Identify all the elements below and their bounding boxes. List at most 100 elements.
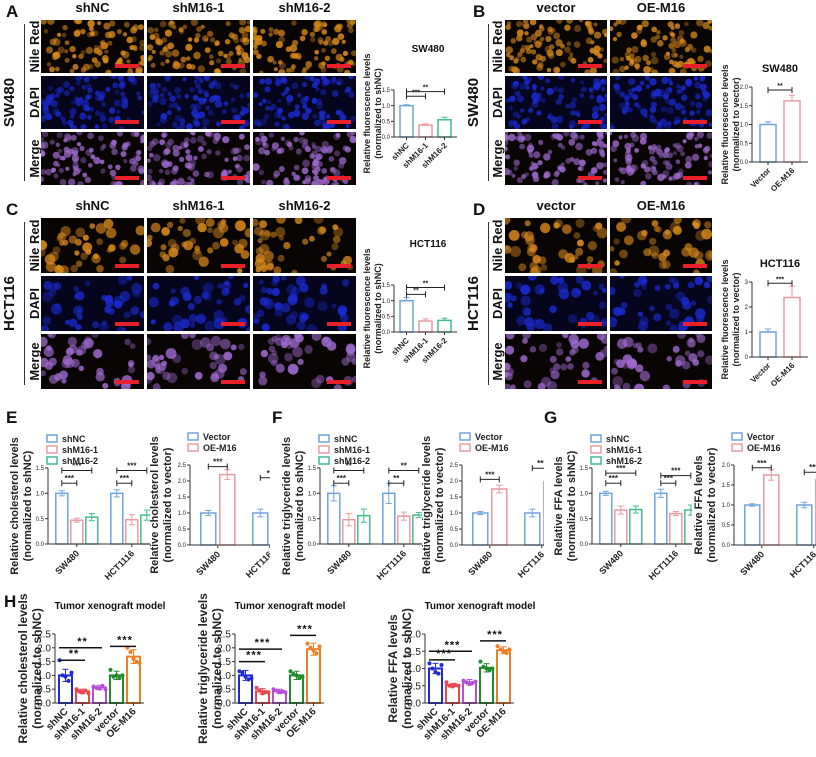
- svg-text:shNC: shNC: [334, 434, 358, 444]
- svg-text:0.0: 0.0: [217, 699, 231, 710]
- svg-text:***: ***: [537, 459, 544, 468]
- svg-text:(normalized to shNC): (normalized to shNC): [400, 608, 414, 729]
- svg-text:0.5: 0.5: [308, 517, 317, 523]
- svg-text:shM16-1: shM16-1: [606, 445, 642, 455]
- svg-text:(normalized to vector): (normalized to vector): [434, 447, 446, 562]
- svg-text:***: ***: [72, 462, 82, 471]
- cell-line-label: HCT116: [0, 275, 18, 331]
- svg-text:***: ***: [412, 89, 420, 96]
- scale-bar: [327, 176, 351, 180]
- chart-c-hct116-fluorescence: HCT116 Relative fluorescence levels (norma…: [362, 239, 457, 369]
- svg-text:2.5: 2.5: [450, 463, 459, 469]
- svg-text:1.5: 1.5: [740, 104, 749, 110]
- panel-label-e: E: [6, 408, 18, 427]
- svg-text:2: 2: [745, 305, 749, 311]
- scale-bar: [115, 264, 139, 268]
- svg-text:1.0: 1.0: [722, 503, 731, 509]
- svg-text:0.0: 0.0: [450, 543, 459, 549]
- scale-bar: [221, 322, 245, 326]
- micrograph-merge-shm16-1: [147, 132, 250, 185]
- svg-text:Relative triglyceride levels: Relative triglyceride levels: [421, 436, 433, 574]
- svg-text:Relative fluorescence levels: Relative fluorescence levels: [362, 53, 372, 173]
- micrograph-nile-red-shm16-1: [147, 20, 250, 73]
- scale-bar: [327, 264, 351, 268]
- scale-bar: [115, 64, 139, 68]
- scale-bar: [221, 380, 245, 384]
- svg-text:HCT1116: HCT1116: [647, 548, 681, 582]
- svg-text:**: **: [401, 462, 408, 471]
- micrograph-dapi-shm16-1: [147, 76, 250, 129]
- svg-text:1.5: 1.5: [722, 483, 731, 489]
- svg-text:0.0: 0.0: [407, 699, 421, 710]
- panel-label-c: C: [6, 200, 19, 219]
- svg-text:1.5: 1.5: [36, 466, 45, 472]
- column-label: shNC: [75, 198, 110, 213]
- chart-h-xenograft-ffa: Tumor xenograft model Relative FFA levels…: [386, 601, 536, 742]
- scale-bar: [683, 64, 707, 68]
- svg-text:1.0: 1.0: [382, 299, 391, 305]
- chart-h-xenograft-triglyceride: Tumor xenograft model Relative triglyceri…: [196, 593, 346, 744]
- svg-text:2.0: 2.0: [217, 643, 231, 654]
- column-label: shM16-1: [172, 0, 225, 15]
- scale-bar: [327, 322, 351, 326]
- column-label: OE-M16: [636, 198, 686, 213]
- stain-row-label: Merge: [26, 341, 42, 381]
- svg-text:(normalized to vector): (normalized to vector): [706, 447, 718, 562]
- svg-text:0.5: 0.5: [382, 314, 391, 320]
- svg-text:Relative cholesterol levels: Relative cholesterol levels: [149, 436, 161, 574]
- stain-row-label: Merge: [26, 138, 42, 178]
- svg-text:**: **: [423, 281, 429, 288]
- micrograph-nile-red-vector: [505, 218, 607, 273]
- svg-text:0.5: 0.5: [722, 523, 731, 529]
- svg-text:(normalized to vector): (normalized to vector): [731, 272, 741, 366]
- stain-row-label: DAPI: [489, 86, 505, 118]
- svg-text:1.5: 1.5: [37, 657, 51, 668]
- svg-text:1.5: 1.5: [178, 495, 187, 501]
- svg-text:0.5: 0.5: [382, 119, 391, 125]
- micrograph-merge-shm16-1: [147, 334, 250, 389]
- svg-text:SW480: SW480: [194, 549, 222, 577]
- svg-text:2.0: 2.0: [37, 643, 51, 654]
- micrograph-dapi-shm16-2: [253, 276, 356, 331]
- panel-label-d: D: [473, 200, 486, 219]
- svg-text:2.5: 2.5: [178, 463, 187, 469]
- svg-text:OE-M16: OE-M16: [747, 443, 781, 453]
- svg-text:***: ***: [255, 637, 271, 649]
- svg-text:1.5: 1.5: [217, 657, 231, 668]
- scale-bar: [327, 64, 351, 68]
- micrograph-merge-shnc: [41, 334, 144, 389]
- micrograph-dapi-shm16-1: [147, 276, 250, 331]
- micrograph-dapi-shnc: [41, 76, 144, 129]
- svg-text:shM16-2: shM16-2: [334, 456, 370, 466]
- scale-bar: [221, 120, 245, 124]
- svg-text:HCT116: HCT116: [244, 549, 270, 579]
- svg-text:OE-M16: OE-M16: [203, 443, 237, 453]
- stain-row-label: Merge: [489, 341, 505, 381]
- scale-bar: [683, 264, 707, 268]
- svg-text:0.0: 0.0: [382, 135, 391, 141]
- svg-text:**: **: [777, 83, 783, 90]
- svg-text:2.0: 2.0: [740, 85, 749, 91]
- svg-text:***: ***: [213, 458, 223, 467]
- svg-text:HCT116: HCT116: [760, 258, 800, 270]
- svg-text:***: ***: [246, 650, 262, 662]
- svg-text:shM16-2: shM16-2: [606, 456, 642, 466]
- svg-text:Tumor xenograft model: Tumor xenograft model: [55, 601, 166, 612]
- svg-text:shNC: shNC: [606, 434, 630, 444]
- svg-text:1.0: 1.0: [36, 491, 45, 497]
- svg-text:Tumor xenograft model: Tumor xenograft model: [425, 601, 536, 612]
- panel-label-f: F: [272, 408, 283, 427]
- svg-text:shM16-2: shM16-2: [62, 456, 98, 466]
- column-label: shM16-2: [278, 198, 331, 213]
- svg-text:2.0: 2.0: [407, 630, 421, 641]
- micrograph-merge-oe-m16: [610, 132, 712, 185]
- svg-text:0.5: 0.5: [36, 517, 45, 523]
- svg-text:0.5: 0.5: [217, 685, 231, 696]
- svg-text:Relative cholesterol levels: Relative cholesterol levels: [9, 437, 21, 575]
- svg-text:**: **: [393, 474, 400, 483]
- scale-bar: [683, 176, 707, 180]
- svg-text:(normalized to shNC): (normalized to shNC): [373, 68, 383, 159]
- svg-text:Relative fluorescence levels: Relative fluorescence levels: [720, 259, 730, 379]
